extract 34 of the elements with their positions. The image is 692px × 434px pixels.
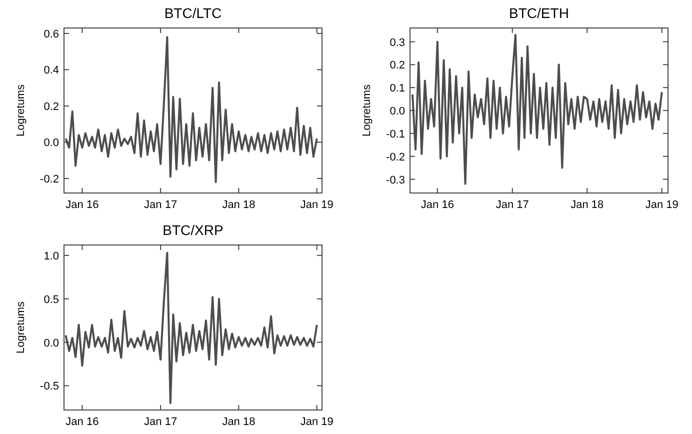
x-tick-label: Jan 16 xyxy=(420,199,454,211)
x-tick-label: Jan 18 xyxy=(222,416,256,428)
x-tick-label: Jan 17 xyxy=(144,416,178,428)
x-tick-label: Jan 19 xyxy=(300,199,334,211)
y-tick-label: -0.2 xyxy=(40,173,59,186)
x-tick-label: Jan 18 xyxy=(570,199,604,211)
y-tick-label: 0.6 xyxy=(44,28,59,40)
y-tick-label: 0.0 xyxy=(390,106,405,118)
y-tick-label: 0.4 xyxy=(44,64,59,77)
x-tick-label: Jan 16 xyxy=(66,416,99,428)
y-axis-title: Logretums xyxy=(15,301,27,354)
x-tick-label: Jan 19 xyxy=(300,416,334,428)
y-tick-label: -0.3 xyxy=(386,174,405,186)
chart-title: BTC/LTC xyxy=(164,5,222,21)
y-axis-title: Logretums xyxy=(361,84,373,136)
x-tick-label: Jan 18 xyxy=(222,199,256,211)
y-tick-label: 0.3 xyxy=(390,36,405,49)
y-tick-label: -0.5 xyxy=(40,380,59,393)
y-axis-title: Logretums xyxy=(15,84,27,136)
y-tick-label: 0.1 xyxy=(390,82,405,95)
y-tick-label: -0.1 xyxy=(386,128,405,140)
x-tick-label: Jan 17 xyxy=(144,199,178,211)
x-tick-label: Jan 16 xyxy=(66,199,99,211)
y-tick-label: -0.2 xyxy=(386,151,405,164)
y-tick-label: 0.0 xyxy=(44,137,59,150)
x-tick-label: Jan 17 xyxy=(496,199,529,211)
y-tick-label: 0.2 xyxy=(390,60,405,72)
y-tick-label: 1.0 xyxy=(44,250,59,262)
y-tick-label: 0.5 xyxy=(44,294,59,306)
y-tick-label: 0.2 xyxy=(44,100,59,113)
x-tick-label: Jan 19 xyxy=(645,199,678,211)
y-tick-label: 0.0 xyxy=(44,337,59,350)
chart-title: BTC/ETH xyxy=(509,5,569,21)
chart-title: BTC/XRP xyxy=(162,222,224,238)
